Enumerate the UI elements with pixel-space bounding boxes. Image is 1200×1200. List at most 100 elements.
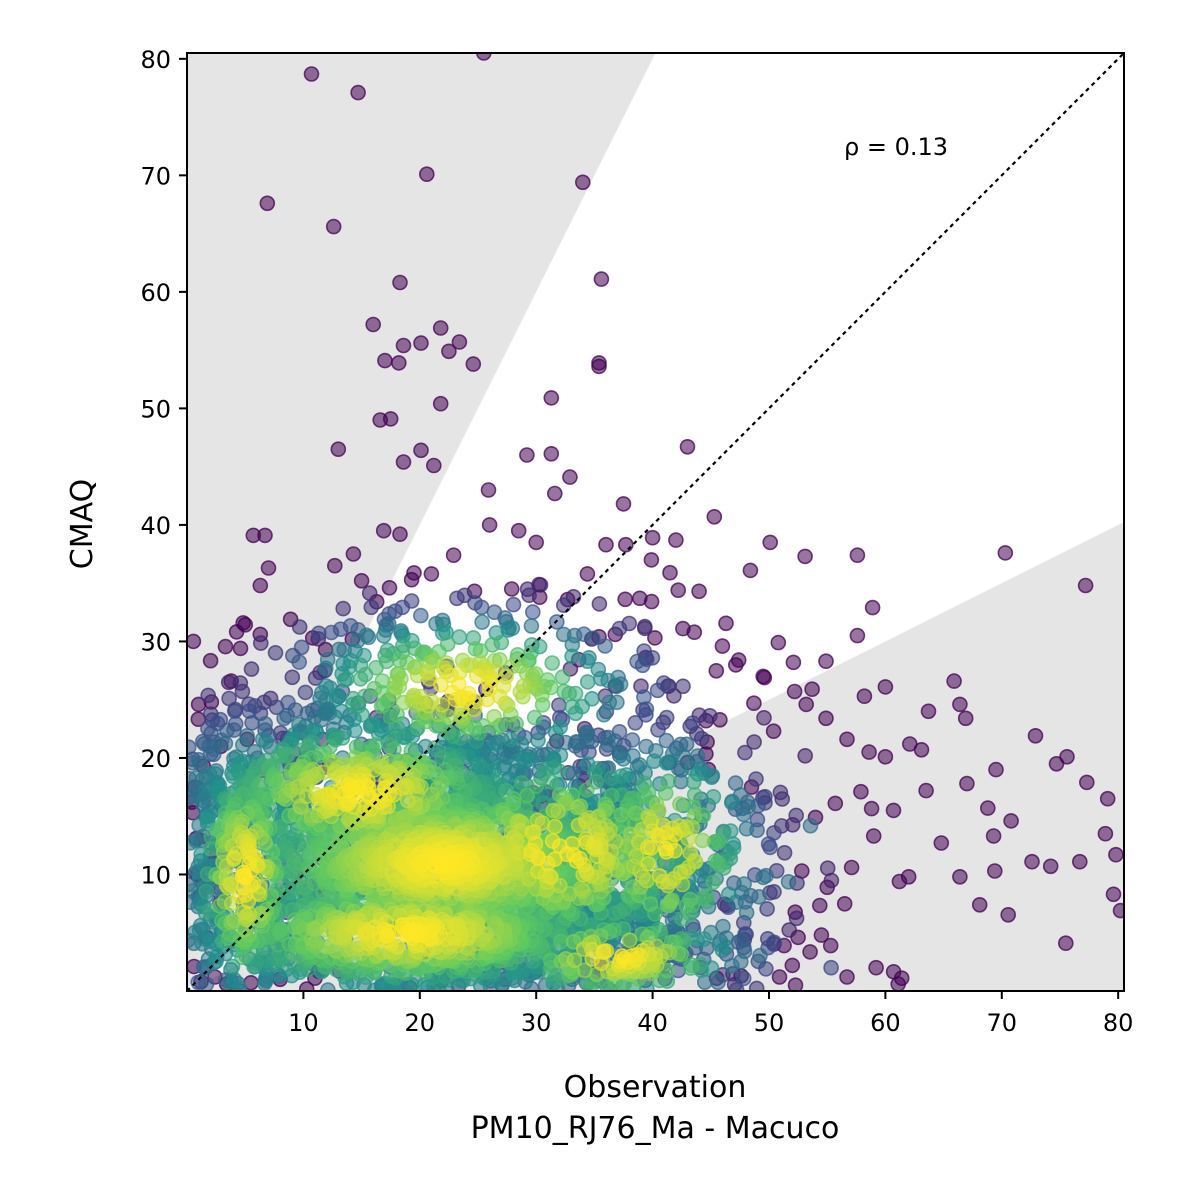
scatter-point (202, 652, 219, 669)
scatter-point (578, 724, 594, 741)
scatter-point (378, 653, 395, 670)
scatter-point (1099, 790, 1116, 807)
scatter-point (375, 627, 392, 644)
scatter-point (476, 53, 492, 61)
scatter-point (613, 806, 630, 823)
scatter-point (723, 794, 740, 811)
scatter-point (1105, 886, 1122, 903)
scatter-point (228, 624, 245, 640)
scatter-point (350, 84, 366, 101)
scatter-point (1077, 577, 1094, 594)
scatter-point (550, 762, 567, 779)
scatter-point (785, 654, 802, 671)
scatter-point (217, 735, 234, 752)
scatter-point (760, 836, 777, 852)
scatter-point (543, 445, 560, 462)
scatter-point (672, 796, 688, 812)
scatter-point (839, 969, 855, 985)
scatter-point (387, 811, 404, 827)
x-tick-label: 60 (870, 1009, 901, 1037)
x-axis-sublabel: PM10_RJ76_Ma - Macuco (471, 1111, 840, 1146)
scatter-point (570, 817, 587, 834)
scatter-point (683, 957, 700, 974)
scatter-point (658, 732, 675, 749)
scatter-point (658, 755, 675, 771)
scatter-point (657, 785, 674, 801)
scatter-point (432, 395, 449, 412)
scatter-point (578, 782, 595, 798)
scatter-point (675, 678, 691, 695)
scatter-point (651, 867, 668, 884)
scatter-point (684, 715, 701, 731)
scatter-point (685, 774, 702, 790)
scatter-point (209, 948, 225, 965)
scatter-point (933, 835, 950, 851)
scatter-point (771, 969, 788, 985)
scatter-point (345, 546, 362, 562)
scatter-point (574, 174, 591, 191)
data-points (187, 53, 1124, 991)
scatter-point (737, 744, 753, 761)
scatter-point (918, 782, 934, 799)
scatter-point (569, 799, 586, 816)
scatter-point (686, 786, 703, 803)
scatter-point (885, 963, 902, 980)
scatter-point (705, 788, 722, 805)
y-tick-label: 40 (140, 512, 171, 540)
scatter-point (836, 895, 853, 912)
scatter-point (735, 806, 752, 823)
x-axis-ticks: 10 20 30 40 50 60 70 80 (288, 991, 1133, 1037)
scatter-point (260, 560, 277, 576)
scatter-point (1003, 813, 1019, 829)
scatter-point (759, 901, 775, 917)
scatter-point (395, 454, 412, 470)
scatter-point (487, 736, 504, 752)
scatter-point (755, 869, 772, 886)
scatter-point (714, 942, 731, 959)
y-axis-label: CMAQ (65, 479, 100, 569)
scatter-point (200, 687, 216, 704)
scatter-point (1112, 902, 1124, 919)
scatter-point (611, 620, 628, 637)
scatter-point (338, 671, 355, 687)
scatter-point (668, 532, 684, 548)
scatter-point (979, 800, 996, 816)
scatter-point (564, 648, 580, 665)
scatter-point (1048, 755, 1065, 772)
scatter-point (615, 751, 632, 767)
scatter-point (578, 834, 595, 851)
scatter-point (788, 910, 805, 927)
scatter-point (735, 970, 752, 987)
scatter-point (670, 582, 687, 599)
scatter-point (325, 218, 342, 235)
scatter-point (1097, 825, 1114, 842)
scatter-point (257, 527, 273, 544)
scatter-point (861, 744, 877, 760)
scatter-point (946, 673, 962, 689)
scatter-point (636, 689, 652, 705)
scatter-point (481, 517, 498, 533)
scatter-point (555, 597, 572, 614)
scatter-point (593, 670, 609, 687)
scatter-point (959, 775, 975, 792)
scatter-point (686, 624, 703, 641)
scatter-point (527, 835, 544, 852)
scatter-point (868, 959, 884, 976)
scatter-point (843, 859, 860, 876)
scatter-point (823, 959, 839, 976)
scatter-point (224, 958, 241, 975)
scatter-point (804, 681, 820, 698)
scatter-point (486, 708, 502, 725)
scatter-point (382, 924, 399, 940)
scatter-point (756, 669, 773, 686)
scatter-point (752, 947, 768, 964)
scatter-point (347, 784, 364, 800)
scatter-point (406, 565, 422, 581)
scatter-point (617, 536, 634, 553)
scatter-point (627, 714, 644, 731)
scatter-point (291, 619, 308, 635)
scatter-point (877, 679, 894, 695)
y-tick-label: 10 (140, 861, 171, 889)
scatter-point (432, 320, 449, 336)
scatter-point (544, 655, 561, 671)
